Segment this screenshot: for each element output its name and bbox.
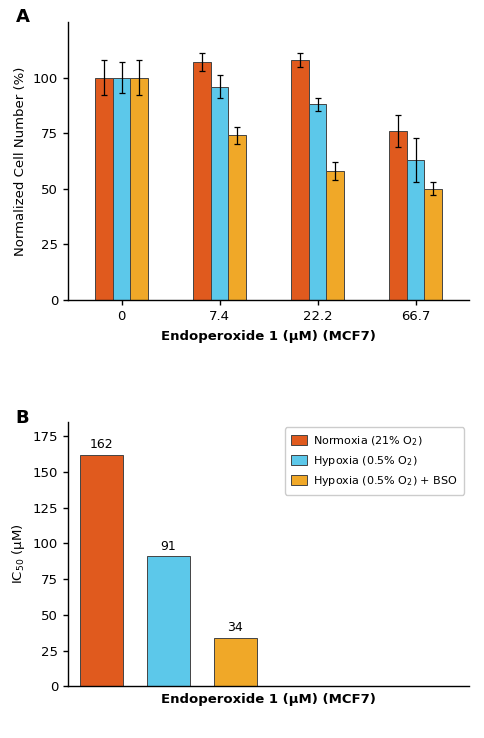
Bar [291, 60, 309, 300]
Bar [213, 638, 257, 686]
Bar [389, 131, 407, 300]
Bar [228, 136, 246, 300]
X-axis label: Endoperoxide 1 (μM) (MCF7): Endoperoxide 1 (μM) (MCF7) [161, 693, 376, 706]
Bar [147, 556, 190, 686]
Text: 162: 162 [90, 438, 113, 451]
Bar [131, 77, 148, 300]
Bar [113, 77, 131, 300]
Bar [211, 86, 228, 300]
Bar [407, 160, 424, 300]
Bar [424, 189, 442, 300]
Bar [309, 104, 326, 300]
Text: 34: 34 [227, 621, 243, 634]
Text: A: A [15, 8, 30, 27]
Bar [80, 455, 123, 686]
Y-axis label: IC$_{50}$ (μM): IC$_{50}$ (μM) [10, 524, 27, 584]
Bar [95, 77, 113, 300]
X-axis label: Endoperoxide 1 (μM) (MCF7): Endoperoxide 1 (μM) (MCF7) [161, 330, 376, 342]
Text: 91: 91 [160, 539, 176, 553]
Y-axis label: Normalized Cell Number (%): Normalized Cell Number (%) [14, 66, 27, 255]
Bar [326, 171, 344, 300]
Legend: Normoxia (21% O$_2$), Hypoxia (0.5% O$_2$), Hypoxia (0.5% O$_2$) + BSO: Normoxia (21% O$_2$), Hypoxia (0.5% O$_2… [285, 427, 464, 494]
Text: B: B [15, 409, 29, 427]
Bar [193, 62, 211, 300]
